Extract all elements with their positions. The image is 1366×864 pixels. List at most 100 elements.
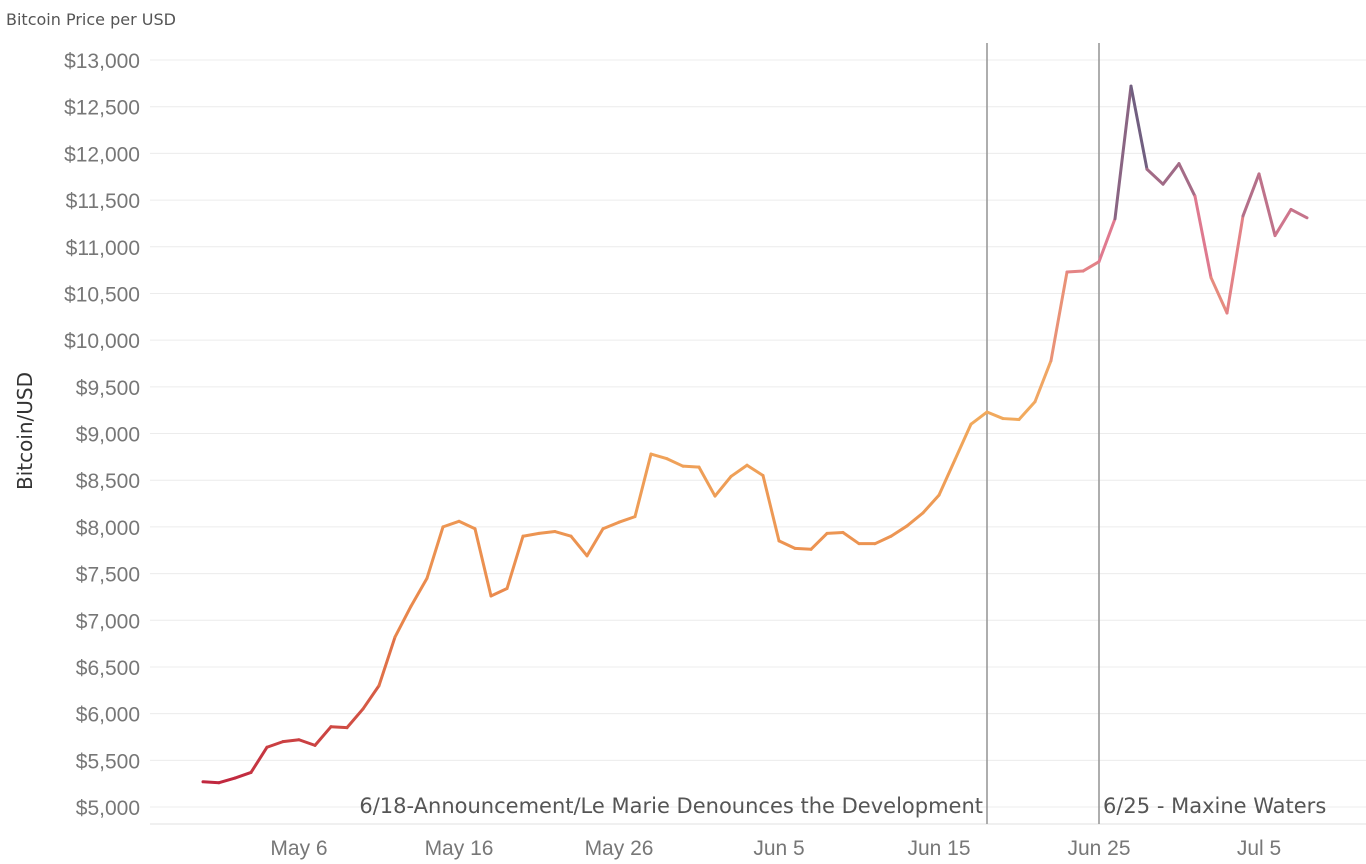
- line-segment: [649, 452, 669, 461]
- line-segment: [1225, 214, 1245, 315]
- line-segment: [425, 525, 445, 580]
- y-tick-label: $5,500: [76, 750, 140, 773]
- line-segment: [505, 534, 525, 591]
- y-tick-label: $8,000: [76, 517, 140, 540]
- line-segment: [569, 534, 589, 558]
- line-segment: [905, 511, 925, 528]
- line-segment: [873, 534, 893, 546]
- line-segment: [1161, 162, 1181, 186]
- line-segment: [841, 530, 861, 546]
- line-segment: [265, 740, 285, 749]
- line-segment: [1257, 172, 1277, 238]
- y-tick-label: $10,500: [64, 283, 140, 306]
- y-tick-label: $10,000: [64, 330, 140, 353]
- line-segment: [1129, 84, 1149, 171]
- line-segment: [1273, 207, 1293, 238]
- line-segment: [281, 738, 301, 744]
- price-line: [201, 84, 1309, 785]
- line-segment: [921, 493, 941, 515]
- y-tick-label: $9,000: [76, 424, 140, 447]
- line-segment: [457, 519, 477, 531]
- y-tick-label: $7,500: [76, 564, 140, 587]
- y-tick-label: $12,000: [64, 143, 140, 166]
- line-segment: [473, 527, 493, 598]
- annotation-label: 6/18-Announcement/Le Marie Denounces the…: [359, 794, 983, 818]
- line-segment: [953, 422, 973, 462]
- x-tick-label: May 26: [585, 837, 654, 860]
- line-segment: [777, 539, 797, 550]
- x-tick-label: Jul 5: [1237, 837, 1281, 860]
- line-segment: [1177, 162, 1197, 198]
- x-tick-label: Jun 25: [1067, 837, 1130, 860]
- y-axis-label: Bitcoin/USD: [13, 372, 37, 490]
- line-segment: [969, 410, 989, 426]
- line-segment: [745, 463, 765, 478]
- line-segment: [217, 776, 237, 785]
- line-segment: [585, 527, 605, 558]
- line-segment: [1145, 167, 1165, 186]
- line-segment: [553, 530, 573, 538]
- line-segment: [633, 452, 653, 519]
- line-segment: [761, 474, 781, 543]
- y-axis-ticks: $5,000 $5,500 $6,000 $6,500 $7,000 $7,500 $8,0…: [64, 50, 140, 820]
- y-tick-label: $6,000: [76, 704, 140, 727]
- line-segment: [377, 635, 397, 688]
- line-segment: [521, 531, 541, 538]
- line-segment: [345, 707, 365, 730]
- line-segment: [793, 546, 813, 551]
- line-segment: [985, 410, 1005, 421]
- x-tick-label: May 16: [425, 837, 494, 860]
- x-axis-ticks: May 6 May 16 May 26 Jun 5 Jun 15 Jun 25 Jul 5: [270, 837, 1281, 860]
- line-segment: [409, 576, 429, 608]
- line-segment: [1033, 359, 1053, 404]
- line-segment: [393, 604, 413, 639]
- gridlines: [150, 59, 1366, 825]
- line-segment: [313, 725, 333, 747]
- line-segment: [889, 524, 909, 538]
- line-segment: [697, 465, 717, 498]
- line-segment: [297, 738, 317, 747]
- line-segment: [489, 587, 509, 598]
- annotations: 6/18-Announcement/Le Marie Denounces the…: [359, 794, 1326, 818]
- x-tick-label: May 6: [270, 837, 327, 860]
- line-segment: [329, 725, 349, 730]
- line-segment: [1065, 269, 1085, 274]
- line-segment: [617, 515, 637, 524]
- line-segment: [1049, 270, 1069, 363]
- chart-title: Bitcoin Price per USD: [6, 10, 176, 29]
- y-tick-label: $12,500: [64, 97, 140, 120]
- line-segment: [441, 519, 461, 529]
- y-tick-label: $5,000: [76, 797, 140, 820]
- y-tick-label: $6,500: [76, 657, 140, 680]
- annotation-label: 6/25 - Maxine Waters: [1103, 794, 1326, 818]
- reference-lines: [986, 43, 1100, 824]
- y-tick-label: $11,500: [66, 190, 140, 213]
- line-segment: [361, 684, 381, 711]
- line-segment: [249, 745, 269, 774]
- line-segment: [201, 780, 221, 785]
- line-segment: [1081, 260, 1101, 273]
- line-segment: [1017, 400, 1037, 421]
- x-tick-label: Jun 5: [753, 837, 804, 860]
- line-segment: [601, 520, 621, 531]
- line-segment: [1113, 84, 1133, 221]
- y-tick-label: $11,000: [66, 237, 140, 260]
- line-segment: [809, 531, 829, 551]
- line-segment: [713, 474, 733, 498]
- y-tick-label: $8,500: [76, 470, 140, 493]
- line-segment: [665, 457, 685, 468]
- line-segment: [1097, 217, 1117, 264]
- x-tick-label: Jun 15: [907, 837, 970, 860]
- line-segment: [729, 463, 749, 478]
- line-segment: [1241, 172, 1261, 218]
- y-tick-label: $9,500: [76, 377, 140, 400]
- line-segment: [1193, 194, 1213, 280]
- y-tick-label: $13,000: [64, 50, 140, 73]
- line-segment: [1001, 417, 1021, 421]
- line-segment: [825, 530, 845, 535]
- line-segment: [1289, 207, 1309, 220]
- line-segment: [937, 458, 957, 497]
- line-segment: [233, 770, 253, 780]
- line-segment: [1209, 276, 1229, 315]
